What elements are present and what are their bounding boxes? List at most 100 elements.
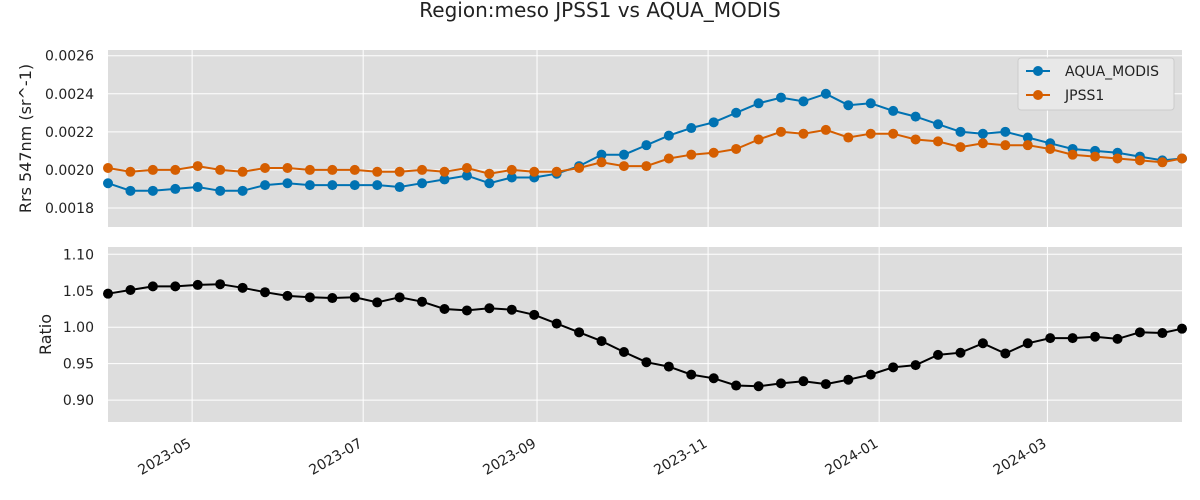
data-point (888, 362, 899, 373)
data-point (865, 128, 876, 139)
data-point (551, 166, 562, 177)
data-point (1177, 153, 1187, 164)
legend-box (1017, 57, 1175, 111)
x-tick-label: 2023-11 (651, 436, 710, 479)
data-point (1090, 331, 1101, 342)
data-point (103, 288, 113, 299)
legend-label: AQUA_MODIS (1065, 64, 1159, 80)
data-point (170, 281, 181, 292)
data-point (798, 128, 809, 139)
data-point (618, 347, 629, 357)
data-point (439, 166, 450, 177)
data-point (708, 373, 719, 384)
data-point (753, 134, 764, 145)
data-point (1067, 333, 1078, 344)
data-point (327, 180, 338, 191)
data-point (798, 376, 809, 387)
data-point (304, 292, 315, 303)
data-point (237, 166, 248, 177)
data-point (192, 182, 203, 193)
data-point (865, 369, 876, 380)
x-tick-label: 2024-01 (822, 436, 881, 479)
y-tick-label: 0.0026 (45, 49, 94, 65)
data-point (910, 134, 921, 145)
data-point (977, 138, 988, 149)
data-point (888, 128, 899, 139)
legend-swatch-marker (1033, 66, 1043, 76)
data-point (215, 164, 226, 175)
data-point (1157, 157, 1168, 168)
y-tick-label: 0.0018 (45, 201, 94, 217)
data-point (260, 163, 271, 173)
data-point (461, 305, 472, 316)
data-point (618, 161, 629, 172)
data-point (260, 180, 271, 191)
data-point (147, 164, 158, 175)
y-tick-label: 1.00 (63, 320, 94, 336)
data-point (977, 338, 988, 349)
data-point (349, 292, 360, 303)
data-point (147, 281, 158, 292)
legend-label: JPSS1 (1064, 88, 1104, 104)
data-point (506, 164, 517, 175)
data-point (372, 166, 383, 177)
data-point (596, 157, 607, 168)
data-point (1134, 327, 1145, 338)
data-point (215, 279, 226, 290)
y-tick-label: 0.90 (63, 393, 94, 409)
data-point (843, 132, 854, 143)
data-point (1022, 140, 1033, 151)
data-point (237, 282, 248, 293)
data-point (125, 185, 136, 196)
data-point (125, 166, 136, 177)
data-point (798, 96, 809, 107)
data-point (820, 88, 831, 99)
y-axis-label: Rrs 547nm (sr^-1) (16, 64, 35, 213)
data-point (417, 164, 428, 175)
data-point (349, 164, 360, 175)
data-point (551, 318, 562, 329)
plot-area-2 (108, 247, 1182, 422)
data-point (327, 164, 338, 175)
data-point (776, 378, 787, 389)
data-point (304, 180, 315, 191)
data-point (417, 296, 428, 307)
data-point (708, 117, 719, 128)
data-point (641, 357, 652, 368)
data-point (103, 178, 113, 189)
data-point (1177, 323, 1187, 334)
data-point (125, 285, 136, 296)
data-point (820, 124, 831, 135)
data-point (708, 147, 719, 158)
data-point (372, 180, 383, 191)
data-point (663, 130, 674, 141)
data-point (596, 149, 607, 160)
data-point (1090, 151, 1101, 162)
data-point (304, 164, 315, 175)
data-point (1157, 328, 1168, 339)
data-point (1112, 333, 1123, 344)
y-tick-label: 0.0020 (45, 163, 94, 179)
data-point (753, 98, 764, 109)
data-point (439, 174, 450, 185)
data-point (192, 279, 203, 290)
data-point (686, 149, 697, 160)
data-point (596, 336, 607, 347)
data-point (933, 136, 944, 147)
chart-title: Region:meso JPSS1 vs AQUA_MODIS (419, 0, 781, 22)
data-point (461, 170, 472, 181)
data-point (641, 161, 652, 172)
data-point (641, 140, 652, 151)
data-point (776, 126, 787, 137)
data-point (1045, 333, 1056, 344)
data-point (955, 347, 966, 358)
data-point (686, 123, 697, 134)
y-tick-label: 1.05 (63, 284, 94, 300)
data-point (865, 98, 876, 109)
data-point (663, 361, 674, 372)
data-point (1045, 143, 1056, 154)
data-point (663, 153, 674, 164)
data-point (776, 92, 787, 103)
data-point (506, 304, 517, 315)
